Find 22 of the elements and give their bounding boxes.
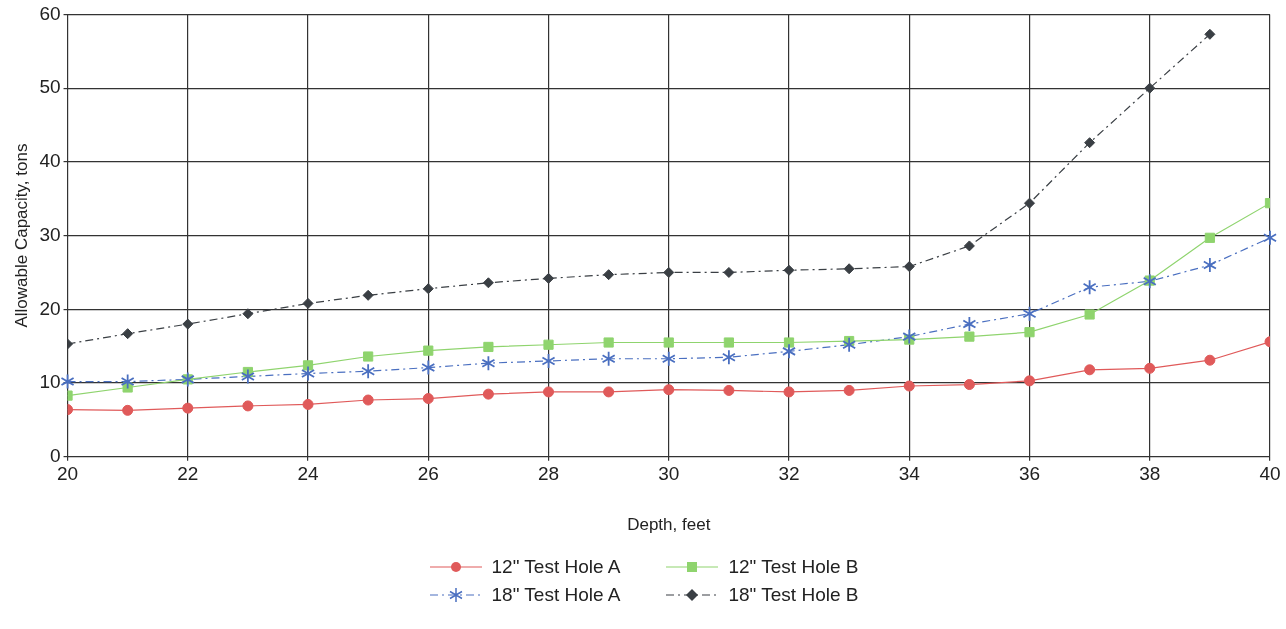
y-tick-label: 60: [39, 2, 61, 24]
y-tick-label: 50: [39, 76, 61, 98]
legend-label: 18" Test Hole A: [491, 584, 621, 606]
x-tick-label: 38: [1139, 463, 1161, 485]
x-tick-label: 28: [537, 463, 560, 485]
x-tick-label: 26: [417, 463, 439, 485]
legend-label: 12" Test Hole A: [491, 556, 621, 578]
x-tick-label: 40: [1259, 463, 1281, 485]
x-tick-label: 36: [1018, 463, 1041, 485]
y-axis-title: Allowable Capacity, tons: [11, 143, 31, 328]
x-tick-label: 30: [658, 463, 680, 485]
x-tick-label: 24: [297, 463, 320, 485]
y-tick-label: 30: [39, 223, 61, 245]
legend-label: 18" Test Hole B: [728, 584, 859, 606]
legend-label: 12" Test Hole B: [728, 556, 859, 578]
y-tick-label: 40: [39, 150, 61, 172]
x-tick-label: 34: [898, 463, 921, 485]
y-tick-label: 20: [39, 297, 61, 319]
y-tick-label: 10: [39, 371, 61, 393]
x-tick-label: 32: [778, 463, 800, 485]
x-axis-title: Depth, feet: [627, 515, 711, 535]
x-tick-label: 22: [177, 463, 199, 485]
